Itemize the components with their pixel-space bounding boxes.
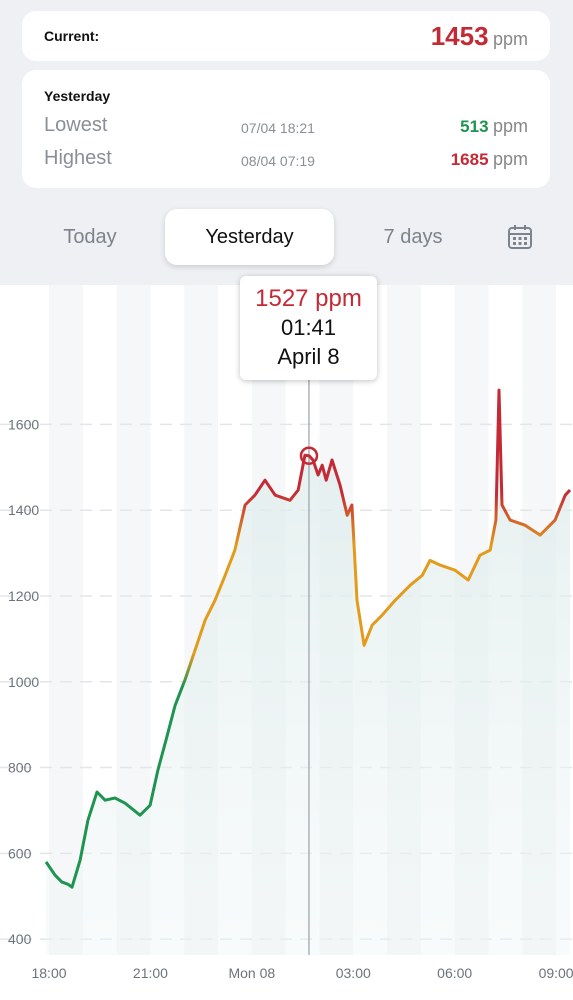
y-tick-label: 1400 xyxy=(8,502,39,518)
current-reading: 1453 ppm xyxy=(431,21,528,52)
current-value: 1453 xyxy=(430,21,489,51)
area xyxy=(46,390,570,956)
calendar-button[interactable] xyxy=(507,224,533,250)
yesterday-card: Yesterday Lowest 07/04 18:21 513 ppm Hig… xyxy=(22,70,550,188)
tooltip: 1527 ppm 01:41 April 8 xyxy=(240,276,377,380)
y-tick-label: 1000 xyxy=(8,674,39,690)
tab-bar: Today Yesterday 7 days xyxy=(0,209,573,265)
x-tick-label: 18:00 xyxy=(31,965,66,981)
x-tick-label: Mon 08 xyxy=(228,965,275,981)
yesterday-title: Yesterday xyxy=(44,88,111,104)
row-time: 07/04 18:21 xyxy=(241,120,315,136)
line xyxy=(44,388,572,889)
current-label: Current: xyxy=(44,28,100,44)
tab[interactable]: Today xyxy=(63,226,117,248)
y-tick-label: 600 xyxy=(8,845,32,861)
tooltip-time: 01:41 xyxy=(280,315,337,340)
row-time: 08/04 07:19 xyxy=(241,153,315,169)
y-tick-label: 800 xyxy=(8,760,32,776)
row-label: Highest xyxy=(44,147,112,169)
x-tick-label: 03:00 xyxy=(336,965,371,981)
y-tick-label: 1200 xyxy=(8,588,39,604)
tooltip-date: April 8 xyxy=(277,344,340,369)
hour-stripe xyxy=(49,285,83,955)
x-tick-label: 09:00 xyxy=(539,965,573,981)
row-value: 513 xyxy=(460,117,489,136)
current-card: Current: 1453 ppm xyxy=(22,11,550,61)
row-reading: 513 ppm xyxy=(460,116,528,137)
row-value: 1685 xyxy=(450,150,489,169)
current-unit: ppm xyxy=(492,29,528,49)
row-unit: ppm xyxy=(492,149,528,169)
highlight-point xyxy=(299,446,319,465)
y-tick-label: 400 xyxy=(8,931,32,947)
row-reading: 1685 ppm xyxy=(451,149,528,170)
y-tick-label: 1600 xyxy=(8,416,39,432)
x-tick-label: 21:00 xyxy=(133,965,168,981)
row-unit: ppm xyxy=(492,116,528,136)
x-tick-label: 06:00 xyxy=(437,965,472,981)
tooltip-value: 1527 ppm xyxy=(255,285,362,312)
tab[interactable]: 7 days xyxy=(383,226,443,248)
row-label: Lowest xyxy=(44,114,108,136)
tab[interactable]: Yesterday xyxy=(165,209,334,265)
